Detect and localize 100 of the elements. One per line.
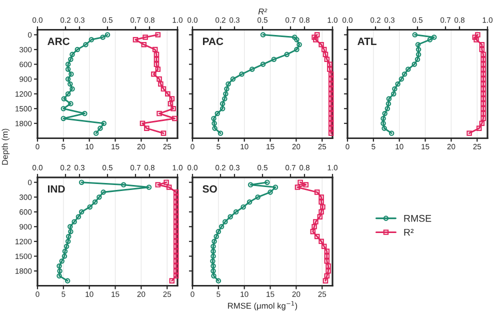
point [328, 110, 334, 116]
point [324, 56, 330, 62]
point [248, 182, 254, 188]
text: PAC [202, 38, 224, 46]
point [395, 81, 400, 87]
point [173, 273, 179, 279]
point [165, 91, 170, 96]
point [155, 32, 161, 38]
point [223, 91, 228, 96]
point [255, 194, 260, 200]
point [321, 46, 327, 52]
point [173, 199, 179, 205]
point [168, 101, 174, 106]
point [391, 91, 396, 96]
point [412, 62, 418, 67]
point [318, 194, 324, 200]
point [173, 258, 179, 264]
point [212, 238, 217, 244]
point [164, 180, 169, 185]
point [246, 199, 252, 205]
point [173, 214, 179, 220]
point [328, 96, 334, 102]
point [169, 96, 175, 102]
point [479, 46, 485, 52]
point [313, 219, 318, 224]
point [296, 42, 302, 48]
point [173, 219, 179, 224]
point [313, 37, 318, 42]
point [142, 34, 148, 40]
point [239, 72, 244, 77]
point [294, 46, 300, 52]
y-axis-title: Depth (m) [2, 128, 10, 165]
point [416, 52, 422, 58]
point [132, 37, 138, 42]
point [222, 96, 228, 102]
point [475, 32, 480, 38]
point [328, 106, 334, 112]
point [324, 254, 330, 259]
point [173, 234, 179, 240]
point [173, 248, 179, 254]
point [480, 110, 486, 116]
point [222, 219, 228, 224]
point [472, 34, 478, 40]
point [392, 86, 398, 92]
point [328, 76, 334, 82]
point [327, 62, 332, 67]
legend-label: RMSE [404, 214, 432, 222]
point [326, 263, 331, 269]
point [218, 130, 224, 136]
point [414, 56, 420, 62]
point [233, 209, 239, 215]
point [220, 106, 226, 112]
point [474, 37, 479, 42]
point [310, 228, 316, 234]
point [170, 106, 176, 112]
legend-label: R² [404, 228, 414, 236]
point [328, 86, 334, 92]
point [314, 32, 320, 38]
point [480, 86, 486, 92]
point [480, 56, 486, 62]
point [173, 224, 179, 230]
point [328, 72, 334, 77]
point [312, 224, 317, 230]
point [480, 72, 486, 77]
point [210, 244, 216, 249]
point [303, 182, 309, 188]
point [144, 126, 150, 131]
point [321, 244, 327, 249]
point [158, 81, 164, 87]
point [260, 62, 266, 67]
point [160, 86, 166, 92]
point [317, 214, 323, 220]
point [328, 101, 334, 106]
point [382, 126, 387, 131]
point [480, 66, 486, 72]
point [173, 238, 179, 244]
point [320, 204, 326, 210]
point [210, 248, 216, 254]
point [268, 190, 273, 195]
point [240, 204, 246, 210]
point [152, 46, 158, 52]
point [398, 76, 404, 82]
point [314, 234, 320, 240]
point [328, 130, 334, 136]
point [406, 66, 411, 72]
point [264, 180, 270, 185]
point [318, 199, 324, 205]
point [312, 34, 317, 40]
point [230, 76, 236, 82]
point [431, 34, 437, 40]
point [154, 56, 160, 62]
point [210, 268, 216, 274]
point [416, 46, 422, 52]
point [160, 130, 166, 136]
point [211, 273, 216, 279]
text: SO [202, 185, 217, 193]
point [210, 258, 216, 264]
point [173, 254, 179, 259]
point [173, 204, 179, 210]
point [294, 37, 300, 42]
